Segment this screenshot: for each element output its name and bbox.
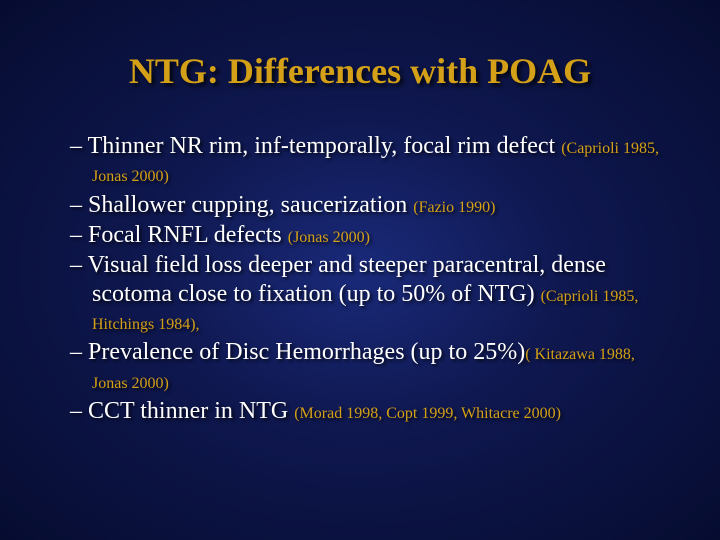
bullet-text: CCT thinner in NTG (88, 398, 294, 424)
bullet-text: Shallower cupping, saucerization (88, 192, 413, 218)
slide: NTG: Differences with POAG Thinner NR ri… (0, 0, 720, 540)
list-item: Focal RNFL defects (Jonas 2000) (70, 221, 660, 249)
citation: (Fazio 1990) (413, 199, 495, 216)
bullet-text: Focal RNFL defects (88, 222, 288, 248)
citation: (Morad 1998, Copt 1999, Whitacre 2000) (294, 405, 561, 422)
slide-title: NTG: Differences with POAG (60, 50, 660, 92)
list-item: CCT thinner in NTG (Morad 1998, Copt 199… (70, 397, 660, 425)
bullet-text: Visual field loss deeper and steeper par… (88, 252, 606, 306)
bullet-text: Thinner NR rim, inf-temporally, focal ri… (88, 133, 562, 159)
list-item: Prevalence of Disc Hemorrhages (up to 25… (70, 338, 660, 395)
bullet-text: Prevalence of Disc Hemorrhages (up to 25… (88, 339, 525, 365)
list-item: Visual field loss deeper and steeper par… (70, 251, 660, 336)
list-item: Thinner NR rim, inf-temporally, focal ri… (70, 132, 660, 189)
list-item: Shallower cupping, saucerization (Fazio … (70, 191, 660, 219)
bullet-list: Thinner NR rim, inf-temporally, focal ri… (70, 132, 660, 425)
citation: (Jonas 2000) (288, 229, 370, 246)
